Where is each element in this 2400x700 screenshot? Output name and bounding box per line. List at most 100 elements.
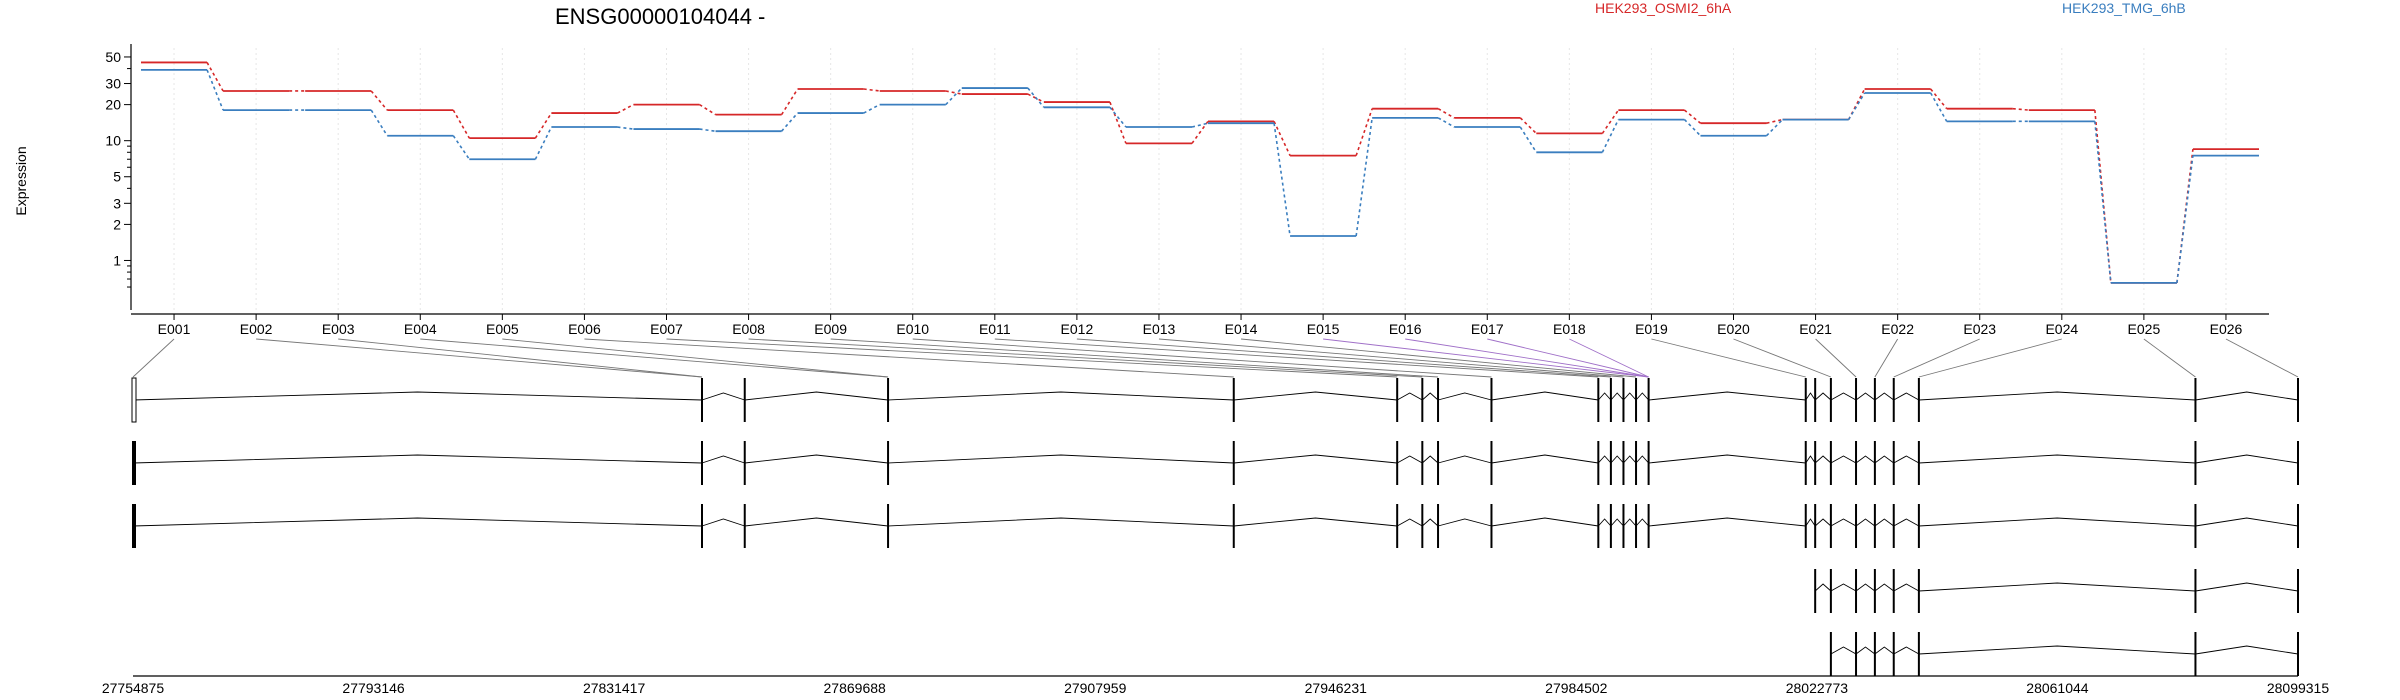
intron — [1233, 454, 1398, 464]
intron — [888, 454, 1234, 464]
genomic-tick-label: 27831417 — [583, 680, 646, 696]
genomic-tick-label: 28099315 — [2267, 680, 2330, 696]
genomic-tick-label: 27869688 — [824, 680, 887, 696]
series-connector — [534, 112, 553, 139]
bin-connector — [1158, 338, 1624, 378]
series-connector — [1437, 117, 1455, 128]
intron — [1623, 455, 1637, 464]
intron — [888, 391, 1234, 401]
intron — [1635, 455, 1649, 464]
series-connector — [1109, 106, 1127, 128]
intron — [1893, 583, 1920, 592]
intron — [1635, 518, 1649, 527]
intron — [744, 391, 889, 401]
series-connector — [534, 126, 553, 160]
series-connector — [780, 88, 799, 116]
x-tick-label: E023 — [1963, 321, 1996, 337]
series-connector — [1601, 109, 1620, 134]
series-connector — [206, 69, 224, 111]
intron — [1648, 391, 1806, 401]
intron — [1918, 517, 2196, 527]
grid-lines — [173, 48, 2227, 312]
intron — [1855, 646, 1876, 655]
bin-connector — [666, 338, 1398, 378]
x-axis: E001 E002 E003 E004 E005 E006 E007 E008 E009 E010… — [131, 313, 2269, 337]
bin-connector — [1240, 338, 1637, 378]
intron — [1855, 518, 1876, 527]
intron — [1233, 391, 1398, 401]
x-tick-label: E010 — [896, 321, 929, 337]
exon — [132, 441, 136, 485]
series-connector — [1847, 92, 1866, 121]
intron — [1918, 391, 2196, 401]
bin-connector — [1893, 338, 1980, 378]
bin-connector — [1651, 338, 1806, 378]
intron — [1830, 583, 1857, 592]
x-tick-label: E020 — [1717, 321, 1750, 337]
bin-connector — [912, 338, 1492, 378]
intron — [1874, 646, 1895, 655]
y-tick-label: 1 — [113, 252, 121, 268]
genomic-tick-label: 28022773 — [1786, 680, 1849, 696]
intron — [1491, 517, 1599, 527]
x-tick-label: E003 — [322, 321, 355, 337]
intron — [1893, 455, 1920, 464]
x-tick-label: E013 — [1143, 321, 1176, 337]
intron — [1597, 392, 1612, 401]
x-tick-label: E025 — [2128, 321, 2161, 337]
bin-connector — [1569, 338, 1649, 378]
intron — [1855, 455, 1876, 464]
transcript-4 — [1814, 569, 2299, 613]
bin-connector — [1733, 338, 1832, 378]
bin-connector — [1076, 338, 1611, 378]
intron — [1814, 583, 1832, 592]
bin-connector — [1487, 338, 1649, 378]
series-connector — [370, 90, 388, 111]
intron — [1491, 454, 1599, 464]
bin-connector — [1405, 338, 1649, 378]
exon-connectors — [132, 338, 2299, 378]
x-tick-label: E011 — [979, 321, 1011, 337]
series-connector — [699, 128, 716, 132]
chart-title: ENSG00000104044 - — [555, 4, 765, 29]
intron — [1437, 518, 1492, 527]
intron — [744, 517, 889, 527]
series-2 — [141, 68, 2259, 284]
x-tick-label: E014 — [1225, 321, 1258, 337]
intron — [1805, 518, 1816, 527]
series-connector — [863, 88, 880, 92]
x-tick-label: E024 — [2045, 321, 2078, 337]
intron — [1830, 518, 1857, 527]
x-tick-label: E021 — [1799, 321, 1832, 337]
intron — [1396, 518, 1423, 527]
series-connector — [1191, 120, 1209, 144]
intron — [1623, 392, 1637, 401]
series-connector — [617, 126, 634, 130]
intron — [1855, 583, 1876, 592]
intron — [1648, 454, 1806, 464]
bin-connector — [830, 338, 1439, 378]
intron — [1437, 392, 1492, 401]
intron — [1610, 518, 1624, 527]
x-tick-label: E007 — [650, 321, 683, 337]
intron — [1233, 517, 1398, 527]
bin-connector — [584, 338, 1234, 378]
intron — [1422, 518, 1439, 527]
intron — [2195, 454, 2299, 464]
intron — [744, 454, 889, 464]
intron — [701, 392, 745, 401]
intron — [1648, 517, 1806, 527]
x-tick-label: E006 — [568, 321, 601, 337]
intron — [1814, 518, 1832, 527]
bin-connector — [1323, 338, 1649, 378]
legend-label-tmg: HEK293_TMG_6hB — [2062, 0, 2186, 16]
y-tick-label: 10 — [105, 133, 121, 149]
x-tick-label: E005 — [486, 321, 519, 337]
intron — [1874, 392, 1895, 401]
intron — [1918, 645, 2196, 655]
intron — [1610, 455, 1624, 464]
x-tick-label: E022 — [1881, 321, 1914, 337]
x-tick-label: E012 — [1061, 321, 1094, 337]
bin-connector — [1815, 338, 1857, 378]
series-connector — [1273, 121, 1291, 156]
